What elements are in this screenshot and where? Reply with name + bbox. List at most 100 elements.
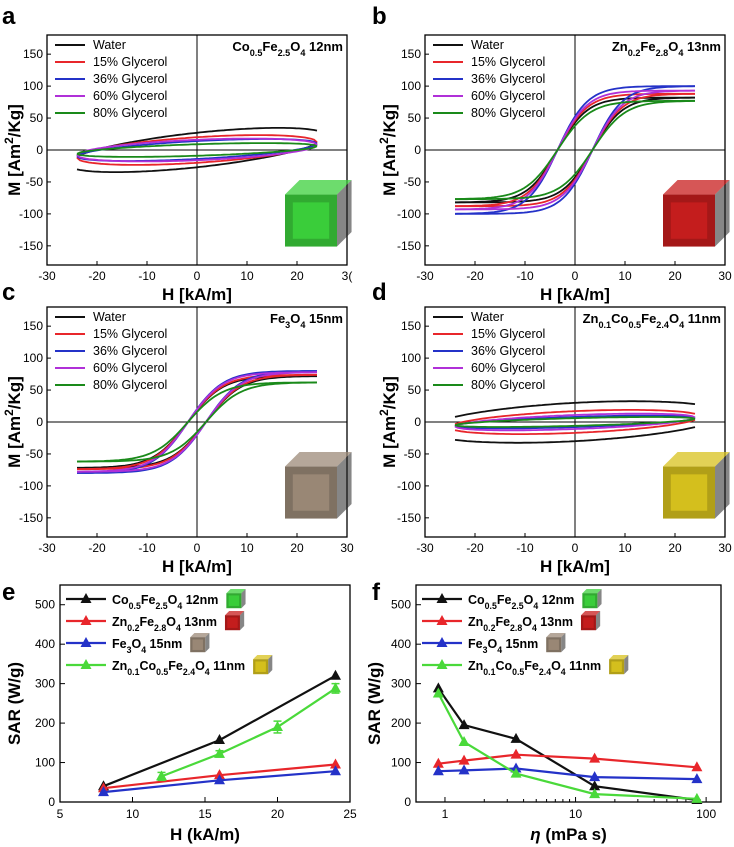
x-tick-label: 100 <box>696 807 716 821</box>
y-tick-label: 0 <box>48 795 55 809</box>
series <box>432 687 703 803</box>
legend: Water 15% Glycerol 36% Glycerol 60% Glycero… <box>55 310 167 392</box>
legend: Co0.5Fe2.5O4 12nm Zn0.2Fe2.8O4 13nm Fe3O4 … <box>422 589 629 677</box>
panel-e: e 5 10 15 20 25 0 100 200 300 400 500 H (kA/m) SAR (W… <box>2 579 357 844</box>
legend-label: Zn0.2Fe2.8O4 13nm <box>112 615 217 633</box>
x-tick-label: 15 <box>198 807 212 821</box>
hysteresis-curve <box>76 144 318 163</box>
y-tick-label: 150 <box>23 47 43 61</box>
x-tick-label: 10 <box>618 269 632 283</box>
y-tick-label: 400 <box>391 637 411 651</box>
legend-cube <box>582 589 602 609</box>
y-tick-label: 0 <box>414 143 421 157</box>
material-cube <box>663 452 730 519</box>
series-line <box>438 753 697 769</box>
x-tick-label: -10 <box>516 269 534 283</box>
x-tick-label: -20 <box>466 269 484 283</box>
legend-label: 80% Glycerol <box>471 106 545 120</box>
x-axis-label: H [kA/m] <box>162 285 232 304</box>
y-tick-label: 500 <box>391 598 411 612</box>
data-point <box>432 765 444 776</box>
legend-label: Co0.5Fe2.5O4 12nm <box>468 593 574 611</box>
y-tick-label: -100 <box>19 479 43 493</box>
hysteresis-curve <box>455 99 695 200</box>
x-tick-label: -30 <box>416 269 434 283</box>
legend: Water 15% Glycerol 36% Glycerol 60% Glycero… <box>433 310 545 392</box>
legend-label: 15% Glycerol <box>471 55 545 69</box>
x-tick-label: 1 <box>442 807 449 821</box>
hysteresis-curve <box>454 419 696 435</box>
series-group <box>454 85 696 215</box>
series <box>432 748 703 772</box>
data-point <box>330 682 341 693</box>
y-tick-label: 300 <box>35 677 55 691</box>
panel-title: Fe3O4 15nm <box>270 311 343 330</box>
hysteresis-curve <box>454 85 695 215</box>
x-tick-label: -30 <box>38 269 56 283</box>
x-tick-label: 30 <box>718 541 732 555</box>
hysteresis-curve <box>76 371 317 473</box>
hysteresis-curve <box>455 92 695 207</box>
data-point <box>691 792 703 803</box>
legend-label: Fe3O4 15nm <box>468 637 538 655</box>
data-point <box>330 765 341 776</box>
y-tick-label: 200 <box>35 716 55 730</box>
data-point <box>691 773 703 784</box>
legend-marker <box>436 659 448 669</box>
legend-label: 80% Glycerol <box>93 378 167 392</box>
data-point <box>214 747 225 758</box>
data-point <box>214 769 225 780</box>
x-tick-label: 10 <box>569 807 583 821</box>
legend: Water 15% Glycerol 36% Glycerol 60% Glycero… <box>55 38 167 120</box>
y-tick-label: 100 <box>401 351 421 365</box>
hysteresis-curve <box>454 426 696 444</box>
x-tick-label: -10 <box>516 541 534 555</box>
legend-label: 15% Glycerol <box>93 327 167 341</box>
legend-marker <box>80 593 92 603</box>
legend: Co0.5Fe2.5O4 12nm Zn0.2Fe2.8O4 13nm Fe3O4 … <box>66 589 273 677</box>
legend-label: Fe3O4 15nm <box>112 637 182 655</box>
y-tick-label: 150 <box>401 47 421 61</box>
series-group <box>76 370 318 474</box>
y-tick-label: -100 <box>397 479 421 493</box>
x-axis-label: η (mPa s) <box>530 825 607 844</box>
data-point <box>589 752 601 763</box>
panel-title: Co0.5Fe2.5O4 12nm <box>232 39 343 58</box>
x-tick-label: 10 <box>126 807 140 821</box>
legend-label: 36% Glycerol <box>471 344 545 358</box>
legend-marker <box>436 615 448 625</box>
legend-label: Water <box>93 310 126 324</box>
data-point <box>214 734 225 745</box>
y-tick-label: 0 <box>36 143 43 157</box>
y-tick-label: 0 <box>36 415 43 429</box>
legend-label: 80% Glycerol <box>93 106 167 120</box>
hysteresis-curve <box>454 416 696 432</box>
x-tick-label: -10 <box>138 541 156 555</box>
data-point <box>432 682 444 693</box>
y-tick-label: 50 <box>408 111 422 125</box>
legend-cube <box>190 633 210 653</box>
y-tick-label: -100 <box>397 207 421 221</box>
data-point <box>691 761 703 772</box>
y-tick-label: -100 <box>19 207 43 221</box>
data-point <box>589 788 601 799</box>
legend-marker <box>80 659 92 669</box>
y-tick-label: 100 <box>401 79 421 93</box>
data-point <box>98 786 109 797</box>
x-tick-label: 0 <box>572 541 579 555</box>
data-point <box>510 748 522 759</box>
x-tick-label: 20 <box>290 541 304 555</box>
x-tick-label: 20 <box>290 269 304 283</box>
hysteresis-curve <box>454 409 696 425</box>
hysteresis-curve <box>454 416 696 427</box>
x-tick-label: 0 <box>194 269 201 283</box>
x-tick-label: 10 <box>618 541 632 555</box>
legend-cube <box>253 655 273 675</box>
series-group <box>454 400 696 444</box>
y-tick-label: -150 <box>397 239 421 253</box>
legend-marker <box>80 637 92 647</box>
y-tick-label: 50 <box>408 383 422 397</box>
series-line <box>437 687 698 802</box>
y-tick-label: -50 <box>404 447 422 461</box>
